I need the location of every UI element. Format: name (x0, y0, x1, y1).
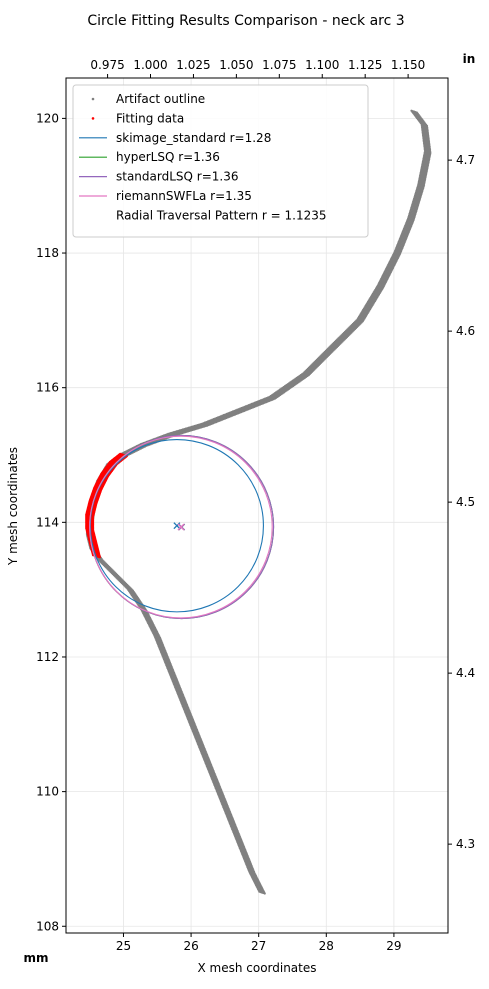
legend-label: standardLSQ r=1.36 (116, 170, 239, 184)
y-tick-label: 118 (36, 246, 59, 260)
artifact-outline-point (415, 111, 418, 114)
y-tick-label: 112 (36, 650, 59, 664)
legend: Artifact outline Fitting data skimage_stan… (72, 84, 369, 238)
legend-label: Artifact outline (116, 92, 205, 106)
x-unit-label: mm (23, 951, 48, 965)
x2-tick-label: 1.100 (305, 58, 339, 72)
y-tick-label: 120 (36, 111, 59, 125)
y-axis-label: Y mesh coordinates (6, 447, 20, 566)
x-tick-label: 29 (386, 939, 401, 953)
y-tick-label: 114 (36, 515, 59, 529)
y-tick-label: 110 (36, 785, 59, 799)
x-axis-label: X mesh coordinates (197, 961, 316, 975)
x-tick-label: 25 (116, 939, 131, 953)
x2-tick-label: 1.000 (133, 58, 167, 72)
legend-label: riemannSWFLa r=1.35 (116, 189, 252, 203)
y2-tick-label: 4.4 (456, 666, 475, 680)
y2-tick-label: 4.5 (456, 495, 475, 509)
x-tick-label: 27 (251, 939, 266, 953)
legend-label: hyperLSQ r=1.36 (116, 150, 220, 164)
y-tick-label: 108 (36, 919, 59, 933)
legend-marker (91, 97, 95, 101)
y2-tick-label: 4.3 (456, 837, 475, 851)
y2-unit-label: in (463, 52, 476, 66)
x2-tick-label: 1.075 (262, 58, 296, 72)
y2-tick-label: 4.7 (456, 153, 475, 167)
series-layer (85, 109, 432, 895)
x2-tick-label: 1.150 (391, 58, 425, 72)
x-tick-label: 28 (319, 939, 334, 953)
y2-tick-label: 4.6 (456, 324, 475, 338)
x2-tick-label: 1.025 (176, 58, 210, 72)
legend-label: Fitting data (116, 111, 184, 125)
x2-tick-label: 1.050 (219, 58, 253, 72)
x-tick-label: 26 (183, 939, 198, 953)
x2-tick-label: 1.125 (348, 58, 382, 72)
x2-tick-label: 0.975 (90, 58, 124, 72)
chart-title: Circle Fitting Results Comparison - neck… (87, 13, 404, 29)
legend-label: Radial Traversal Pattern r = 1.1235 (116, 208, 327, 222)
y-tick-label: 116 (36, 381, 59, 395)
legend-label: skimage_standard r=1.28 (116, 131, 271, 145)
legend-marker (91, 117, 95, 120)
